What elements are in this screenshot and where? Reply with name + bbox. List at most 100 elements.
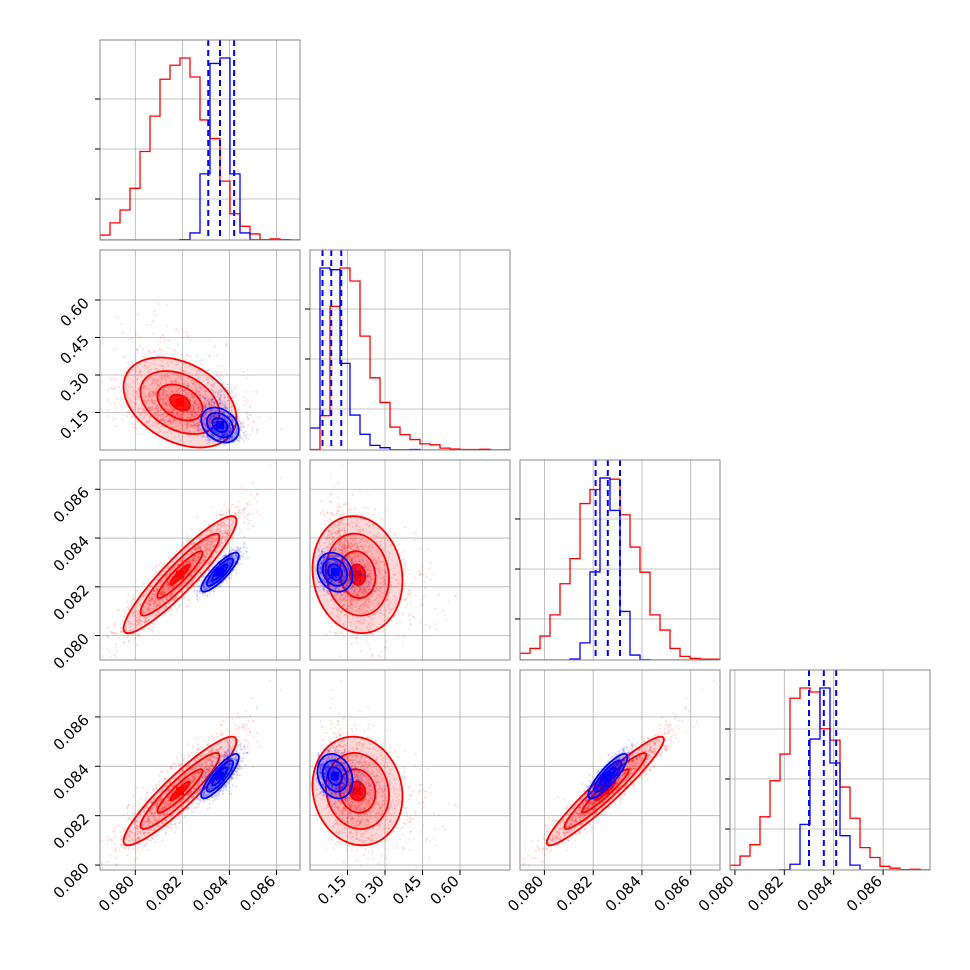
- point-0-0-1-2392: [170, 416, 173, 419]
- point-0-0-1-294: [142, 388, 145, 391]
- point-0-0-1-612: [156, 410, 160, 413]
- point-0-0-1-1998: [141, 432, 144, 435]
- point-0-0-1-296: [165, 379, 168, 382]
- point-0-0-1-2704: [195, 372, 198, 375]
- point-0-0-1-1660: [148, 351, 151, 354]
- point-0-0-1-104: [196, 391, 199, 394]
- point-0-0-1-8: [132, 401, 135, 404]
- point-0-0-1-946: [145, 419, 148, 423]
- point-1-0-1-126: [221, 384, 224, 387]
- point-0-0-1-1346: [198, 404, 201, 407]
- point-0-0-1-220: [188, 411, 192, 414]
- point-0-0-1-3306: [163, 401, 166, 404]
- point-0-0-1-1148: [189, 399, 192, 402]
- point-1-0-1-852: [228, 437, 231, 440]
- point-0-0-2-2286: [242, 511, 245, 514]
- point-0-0-1-3258: [166, 361, 169, 364]
- point-0-0-1-738: [186, 396, 189, 399]
- point-1-0-1-824: [228, 431, 231, 435]
- point-0-0-1-3410: [159, 399, 162, 402]
- point-0-0-1-2564: [159, 348, 162, 352]
- point-0-0-1-1530: [141, 392, 144, 395]
- point-0-0-2-2522: [120, 630, 123, 634]
- point-1-0-1-1072: [217, 432, 220, 435]
- point-0-0-1-2946: [193, 414, 196, 417]
- point-0-0-1-1698: [154, 406, 157, 409]
- point-1-0-1-536: [230, 437, 233, 440]
- point-0-0-1-3344: [106, 398, 110, 402]
- point-0-0-1-358: [153, 394, 156, 397]
- point-0-0-1-1764: [192, 423, 195, 427]
- point-0-0-1-1772: [163, 388, 167, 391]
- point-0-0-1-1640: [219, 397, 222, 400]
- point-0-0-1-3252: [183, 370, 186, 373]
- point-0-0-1-48: [209, 416, 213, 419]
- point-0-0-1-1870: [134, 398, 137, 401]
- point-0-0-1-3124: [189, 430, 192, 433]
- point-0-0-1-2628: [135, 367, 138, 370]
- point-1-0-1-2030: [237, 417, 240, 420]
- point-0-0-1-794: [215, 419, 218, 422]
- point-0-0-1-3046: [143, 421, 147, 425]
- point-0-0-1-796: [190, 413, 193, 417]
- point-0-0-1-2760: [137, 242, 139, 244]
- point-1-0-1-1250: [209, 426, 213, 429]
- point-1-0-1-234: [208, 416, 212, 419]
- point-1-0-1-1228: [212, 398, 215, 401]
- point-0-0-1-94: [167, 402, 170, 405]
- point-0-0-1-1666: [181, 410, 184, 413]
- point-0-0-2-2452: [135, 643, 138, 646]
- point-0-0-1-1150: [210, 418, 213, 421]
- point-0-0-2-2968: [106, 635, 109, 638]
- point-0-0-1-3232: [189, 430, 192, 433]
- point-0-0-2-1498: [170, 608, 173, 611]
- point-0-0-1-988: [197, 405, 200, 408]
- point-0-0-1-2756: [235, 402, 238, 405]
- point-0-0-1-628: [161, 400, 164, 403]
- point-0-0-1-1384: [188, 365, 191, 368]
- point-0-0-1-170: [215, 410, 218, 413]
- point-0-0-2-3400: [187, 538, 190, 541]
- point-0-0-1-3020: [135, 378, 139, 381]
- point-0-0-1-642: [194, 411, 197, 414]
- point-0-0-1-1548: [136, 377, 139, 380]
- point-0-0-1-3384: [212, 383, 215, 386]
- point-0-0-1-2534: [181, 426, 184, 429]
- point-0-0-1-3098: [148, 389, 151, 392]
- point-1-0-1-1696: [218, 398, 221, 402]
- point-0-0-1-2766: [151, 408, 154, 411]
- point-0-0-1-524: [164, 406, 167, 409]
- point-0-0-1-2762: [196, 425, 199, 428]
- point-0-0-1-2252: [137, 407, 140, 410]
- point-1-0-1-1104: [227, 442, 230, 445]
- point-1-0-1-1112: [222, 410, 225, 413]
- point-1-0-1-1194: [210, 409, 213, 412]
- point-0-0-1-2126: [155, 379, 158, 382]
- point-0-0-1-1414: [166, 400, 169, 404]
- point-0-0-1-2950: [208, 420, 211, 423]
- point-1-0-1-1306: [223, 434, 226, 437]
- point-0-0-2-750: [115, 646, 118, 649]
- point-0-0-1-3444: [239, 421, 242, 425]
- point-0-0-1-2878: [174, 349, 177, 352]
- point-1-0-1-260: [196, 422, 199, 425]
- point-0-0-1-2418: [149, 406, 152, 409]
- point-1-0-1-160: [227, 438, 230, 441]
- point-0-0-1-3332: [170, 411, 173, 414]
- point-1-0-1-938: [210, 401, 214, 404]
- point-0-0-1-2550: [204, 403, 207, 406]
- point-1-0-1-764: [217, 432, 221, 435]
- point-0-0-1-3184: [170, 389, 173, 392]
- point-0-0-1-1312: [110, 378, 113, 381]
- point-0-0-2-176: [113, 625, 116, 628]
- point-0-0-1-2988: [145, 395, 148, 398]
- point-0-0-2-3246: [222, 513, 225, 517]
- point-0-0-2-2812: [121, 618, 124, 621]
- point-1-0-1-758: [229, 431, 232, 434]
- point-0-0-1-1016: [269, 417, 272, 420]
- point-0-0-1-218: [185, 424, 189, 427]
- point-0-0-1-3038: [217, 433, 220, 436]
- point-1-0-1-1752: [209, 439, 212, 442]
- point-0-0-1-208: [185, 422, 188, 425]
- point-0-0-1-1248: [161, 413, 164, 416]
